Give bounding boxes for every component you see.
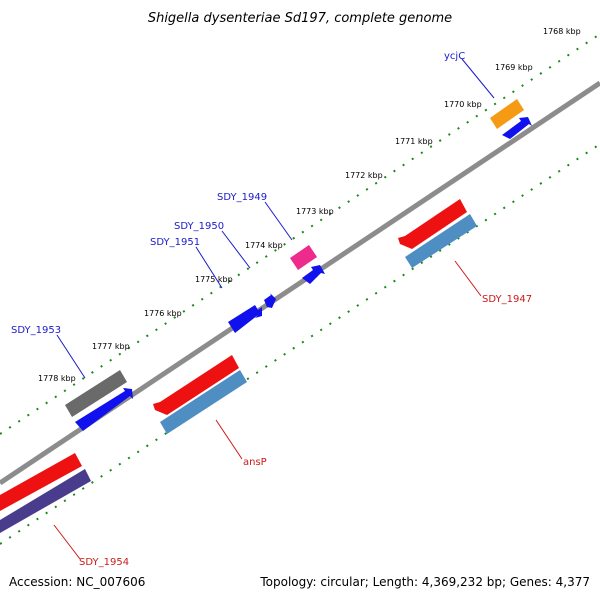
gene-label[interactable]: SDY_1953 <box>11 325 61 336</box>
gene-label[interactable]: SDY_1950 <box>174 221 224 232</box>
kbp-tick-label: 1778 kbp <box>38 374 76 383</box>
kbp-tick-label: 1770 kbp <box>444 100 482 109</box>
gene-label[interactable]: SDY_1949 <box>217 192 267 203</box>
gene-label[interactable]: SDY_1951 <box>150 237 200 248</box>
reverse-tick-track <box>0 143 600 545</box>
gene-SDY_1953[interactable] <box>65 370 127 417</box>
gene-label[interactable]: SDY_1954 <box>79 557 129 568</box>
kbp-tick-label: 1769 kbp <box>495 63 533 72</box>
forward-gene-labels: ycjC SDY_1949 SDY_1950 SDY_1951 SDY_1953 <box>11 51 465 336</box>
forward-leaders <box>56 58 495 379</box>
gene-SDY_1954[interactable] <box>0 453 82 511</box>
gene-SDY_1947[interactable] <box>398 199 467 249</box>
forward-tick-track <box>0 33 600 435</box>
cds-ansP[interactable] <box>160 370 247 434</box>
kbp-tick-label: 1768 kbp <box>543 27 581 36</box>
cds-SDY_1950[interactable] <box>264 293 276 308</box>
reverse-gene-labels: SDY_1947 ansP SDY_1954 <box>79 294 532 568</box>
cds-SDY_1953[interactable] <box>75 388 133 431</box>
reverse-leaders <box>53 260 482 560</box>
kbp-tick-labels: 1768 kbp 1769 kbp 1770 kbp 1771 kbp 1772… <box>38 27 581 383</box>
kbp-tick-label: 1775 kbp <box>195 275 233 284</box>
kbp-tick-label: 1772 kbp <box>345 171 383 180</box>
gene-ycjC[interactable] <box>490 99 524 129</box>
cds-SDY_1947[interactable] <box>405 214 477 268</box>
map-title: Shigella dysenteriae Sd197, complete gen… <box>148 11 452 26</box>
cds-ycjC[interactable] <box>502 117 532 139</box>
gene-label[interactable]: ycjC <box>444 51 465 62</box>
cds-SDY_1954[interactable] <box>0 469 91 533</box>
cds-SDY_1949[interactable] <box>302 265 325 284</box>
gene-label[interactable]: ansP <box>243 457 267 468</box>
gene-ansP[interactable] <box>153 355 239 415</box>
gene-SDY_1949[interactable] <box>290 245 317 270</box>
kbp-tick-label: 1773 kbp <box>296 207 334 216</box>
kbp-tick-label: 1774 kbp <box>245 241 283 250</box>
kbp-tick-label: 1771 kbp <box>395 137 433 146</box>
accession-text: Accession: NC_007606 <box>9 575 145 589</box>
gene-label[interactable]: SDY_1947 <box>482 294 532 305</box>
genome-summary-text: Topology: circular; Length: 4,369,232 bp… <box>259 575 590 589</box>
kbp-tick-label: 1777 kbp <box>92 342 130 351</box>
cds-SDY_1951[interactable] <box>228 305 262 333</box>
kbp-tick-label: 1776 kbp <box>144 309 182 318</box>
